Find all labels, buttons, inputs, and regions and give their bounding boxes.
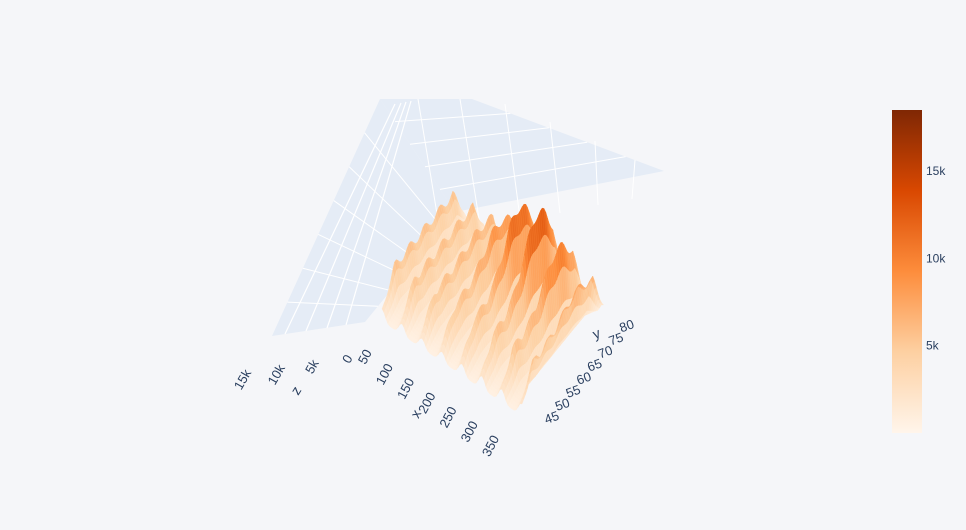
grid-line (459, 98, 481, 226)
grid-line (439, 156, 626, 190)
grid-line (394, 112, 511, 123)
wall-back (380, 99, 664, 212)
grid-line (333, 200, 417, 260)
y-tick-label: 55 (564, 382, 583, 401)
grid-line (409, 127, 549, 145)
colorbar (892, 110, 922, 433)
axis-walls (272, 99, 664, 336)
x-tick-label: 250 (436, 404, 459, 430)
z-tick-label: 0 (339, 352, 356, 366)
grid-line (424, 141, 588, 168)
colorbar-tick-label: 15k (926, 164, 946, 178)
grid-line (417, 98, 441, 233)
colorbar-tick-label: 5k (926, 339, 940, 353)
y-tick-label: 45 (542, 408, 561, 427)
z-axis-label: z (287, 383, 304, 397)
z-tick-label: 10k (265, 361, 289, 387)
x-tick-label: 100 (373, 361, 396, 387)
z-tick-label: 5k (302, 356, 322, 376)
grid-line (326, 101, 407, 329)
grid-line (631, 159, 636, 200)
grid-line (549, 121, 561, 214)
y-tick-label: 80 (617, 316, 636, 335)
surface-mesh (381, 190, 604, 411)
y-tick-label: 50 (553, 395, 572, 414)
y-axis-label: y (590, 325, 602, 342)
grid-line (364, 132, 443, 229)
colorbar-tick-label: 10k (926, 251, 946, 265)
grid-line (594, 140, 599, 206)
colorbar-ticks: 5k 10k 15k (926, 164, 946, 353)
y-tick-label: 75 (607, 329, 626, 348)
y-tick-label: 70 (596, 342, 615, 361)
grid-lines (284, 98, 636, 335)
grid-line (318, 233, 404, 276)
y-tick-label: 65 (585, 356, 604, 375)
z-tick-label: 15k (231, 366, 255, 392)
x-tick-label: 150 (394, 375, 417, 401)
grid-line (302, 267, 391, 292)
wall-left (272, 99, 455, 336)
x-tick-label: 300 (458, 418, 481, 444)
surface-patch (519, 398, 525, 405)
x-tick-label: 350 (479, 433, 502, 459)
grid-line (305, 102, 402, 332)
grid-line (348, 166, 430, 244)
x-tick-label: 50 (355, 347, 375, 367)
grid-line (345, 100, 412, 326)
grid-line (287, 301, 378, 307)
grid-line (284, 103, 396, 335)
y-tick-label: 60 (574, 369, 593, 388)
grid-line (504, 103, 521, 219)
